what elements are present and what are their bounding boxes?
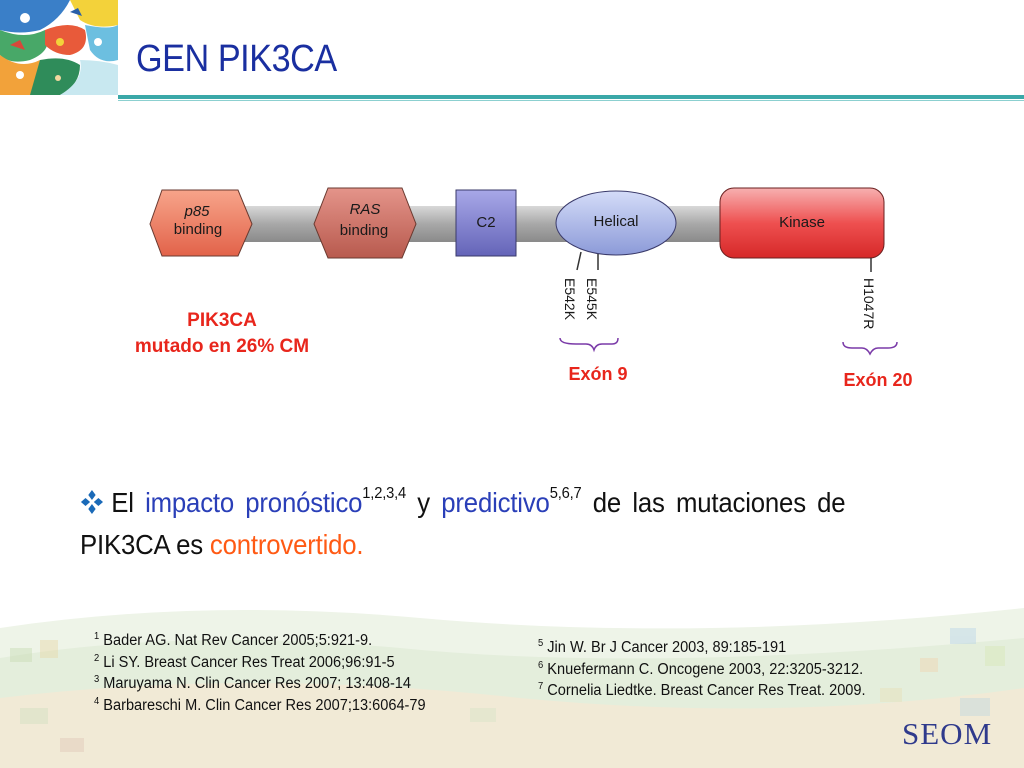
mutation-label-e545k: E545K [584,278,600,321]
main-text-controvertido: controvertido. [209,529,364,560]
domain-p85-label2: binding [174,221,222,238]
reference-text: Maruyama N. Clin Cancer Res 2007; 13:408… [99,675,412,692]
domain-p85-label: p85 [183,203,210,220]
exon20-brace [842,341,898,356]
domain-c2-label: C2 [476,214,495,231]
reference-text: Li SY. Breast Cancer Res Treat 2006;96:9… [99,653,395,671]
reference-number: 6 [538,659,544,671]
reference-number: 7 [538,681,544,692]
header-divider-thin [118,100,1024,101]
reference-item: 3 Maruyama N. Clin Cancer Res 2007; 13:4… [94,673,489,695]
reference-text: Barbareschi M. Clin Cancer Res 2007;13:6… [99,696,426,714]
pik3ca-label-line1: PIK3CA [187,310,257,331]
reference-number: 2 [94,652,100,664]
domain-helical: Helical [555,190,677,256]
exon20-label: Exón 20 [843,370,913,390]
mutation-line-e542k [576,251,582,271]
domain-ras-label: RAS [350,201,381,218]
main-text-part5: de las mutaciones de PIK3CA es [80,487,846,560]
main-text-predictivo: predictivo [441,487,550,518]
domain-helical-label: Helical [593,213,638,230]
domain-ras-binding: RAS binding [313,187,417,259]
pik3ca-mutation-rate-label: PIK3CA mutado en 26% CM [102,308,342,360]
main-sup1: 1,2,3,4 [362,485,407,502]
footer-mosaic-band [0,608,1024,768]
exon9-brace [559,337,619,353]
reference-number: 3 [94,674,100,685]
page-title: GEN PIK3CA [136,38,337,80]
exon9-label: Exón 9 [568,364,628,384]
header-divider [118,95,1024,99]
mutation-label-h1047r: H1047R [861,278,877,329]
main-sup2: 5,6,7 [549,485,582,502]
reference-item: 6 Knuefermann C. Oncogene 2003, 22:3205-… [538,659,933,681]
main-text-impacto: impacto pronóstico [145,487,363,518]
reference-item: 2 Li SY. Breast Cancer Res Treat 2006;96… [94,652,489,674]
reference-number: 1 [94,631,100,642]
reference-item: 4 Barbareschi M. Clin Cancer Res 2007;13… [94,695,489,717]
reference-number: 5 [538,638,544,649]
domain-kinase: Kinase [719,187,885,259]
main-text-part3: y [406,487,442,518]
reference-text: Bader AG. Nat Rev Cancer 2005;5:921-9. [99,632,373,649]
references-right: 5 Jin W. Br J Cancer 2003, 89:185-191 6 … [538,637,933,702]
reference-number: 4 [94,695,100,707]
domain-c2: C2 [455,189,517,257]
domain-ras-label2: binding [340,222,388,239]
main-bullet-text: El impacto pronóstico1,2,3,4 y predictiv… [80,482,846,566]
seom-logo: SEOM [902,716,993,751]
domain-p85-binding: p85 binding [149,189,253,257]
reference-text: Jin W. Br J Cancer 2003, 89:185-191 [543,639,787,656]
reference-item: 1 Bader AG. Nat Rev Cancer 2005;5:921-9. [94,630,489,652]
reference-item: 7 Cornelia Liedtke. Breast Cancer Res Tr… [538,680,933,702]
diamond-bullet-icon [80,490,103,514]
pik3ca-label-line2: mutado en 26% CM [134,336,310,357]
pik3ca-domain-diagram: p85 binding RAS binding C2 Helical Kinas… [149,187,898,356]
references-left: 1 Bader AG. Nat Rev Cancer 2005;5:921-9.… [94,630,489,716]
mutation-label-e542k: E542K [562,278,578,321]
reference-text: Cornelia Liedtke. Breast Cancer Res Trea… [543,682,866,699]
domain-kinase-label: Kinase [779,214,825,231]
reference-text: Knuefermann C. Oncogene 2003, 22:3205-32… [543,660,864,678]
main-text-part1: El [111,487,146,518]
mosaic-logo [0,0,118,95]
reference-item: 5 Jin W. Br J Cancer 2003, 89:185-191 [538,637,933,659]
